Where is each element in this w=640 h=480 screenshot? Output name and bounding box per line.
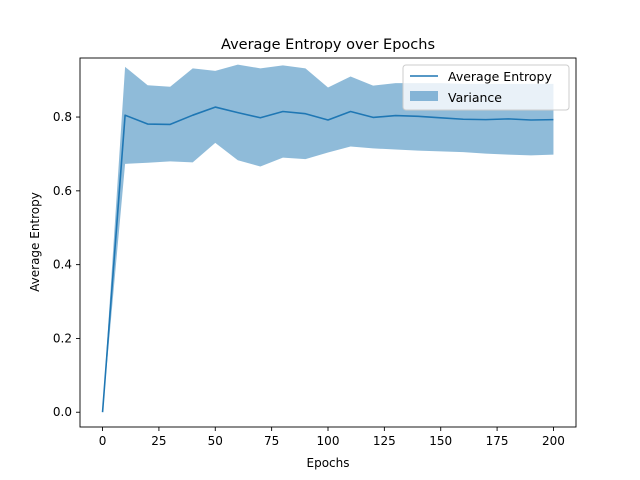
y-axis: 0.0 0.2 0.4 0.6 0.8 (53, 110, 80, 419)
y-axis-label: Average Entropy (28, 192, 42, 292)
x-axis: 0 25 50 75 100 125 150 175 200 (99, 427, 565, 448)
x-tick-label: 150 (429, 434, 452, 448)
y-tick-label: 0.2 (53, 331, 72, 345)
y-tick-label: 0.6 (53, 184, 72, 198)
chart-title: Average Entropy over Epochs (221, 37, 435, 53)
x-tick-label: 175 (486, 434, 509, 448)
x-tick-label: 50 (208, 434, 223, 448)
x-axis-label: Epochs (307, 456, 350, 470)
x-tick-label: 25 (151, 434, 166, 448)
legend-box (402, 64, 570, 111)
legend: Average Entropy Variance (402, 64, 570, 111)
legend-label-average-entropy: Average Entropy (448, 69, 552, 84)
y-tick-label: 0.4 (53, 258, 72, 272)
x-tick-label: 0 (99, 434, 107, 448)
y-tick-label: 0.0 (53, 405, 72, 419)
x-tick-label: 125 (373, 434, 396, 448)
y-tick-label: 0.8 (53, 110, 72, 124)
x-tick-label: 75 (264, 434, 279, 448)
average-entropy-line (101, 106, 554, 413)
legend-band-swatch (410, 91, 438, 101)
x-tick-label: 100 (317, 434, 340, 448)
legend-label-variance: Variance (448, 90, 502, 105)
x-tick-label: 200 (542, 434, 565, 448)
